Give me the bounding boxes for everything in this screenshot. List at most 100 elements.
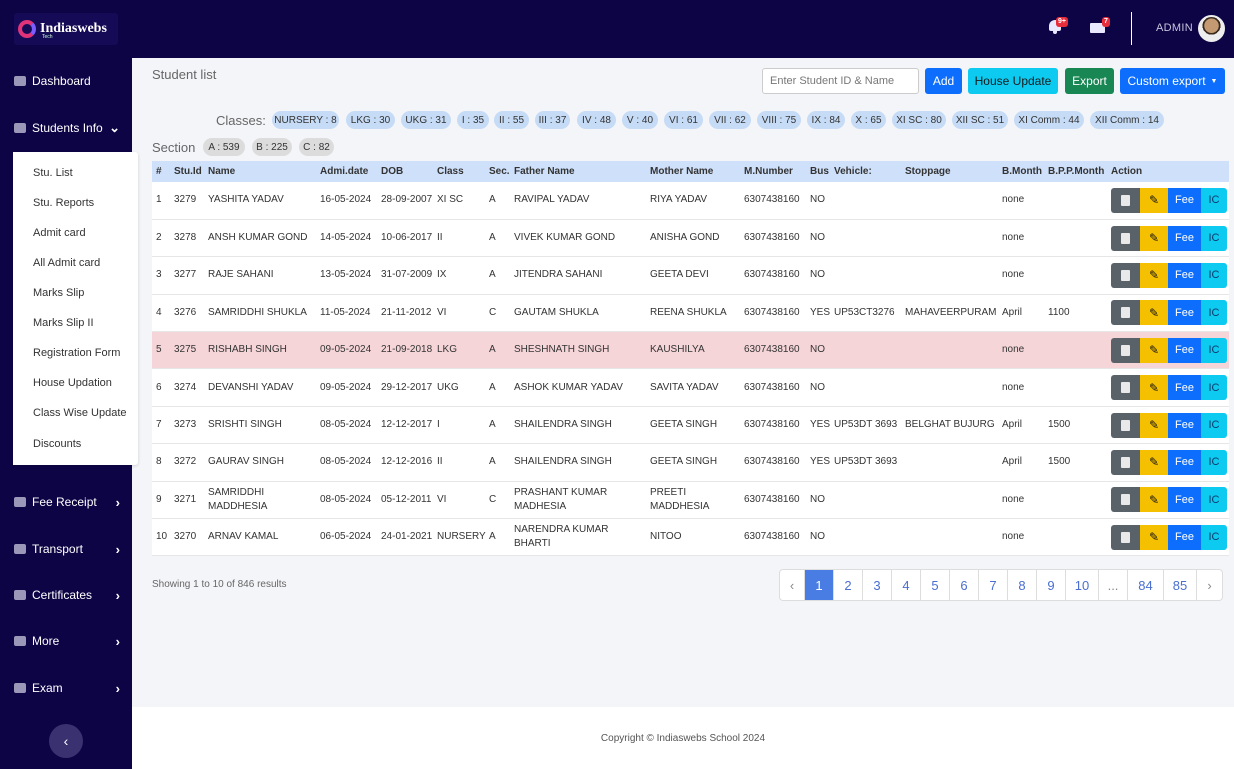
sidebar-item-more[interactable]: More › — [14, 631, 122, 651]
ic-button[interactable]: IC — [1201, 487, 1227, 513]
submenu-item-stu-reports[interactable]: Stu. Reports — [33, 197, 95, 209]
mail-icon[interactable]: 7 — [1090, 17, 1110, 34]
user-label[interactable]: ADMIN — [1156, 22, 1193, 34]
edit-button[interactable]: ✎ — [1140, 487, 1168, 513]
class-pill[interactable]: LKG : 30 — [346, 111, 395, 129]
class-pill[interactable]: II : 55 — [494, 111, 529, 129]
class-pill[interactable]: III : 37 — [535, 111, 570, 129]
view-button[interactable] — [1111, 225, 1140, 251]
export-button[interactable]: Export — [1065, 68, 1114, 94]
page-button[interactable]: 8 — [1007, 570, 1036, 600]
view-button[interactable] — [1111, 449, 1140, 475]
submenu-item-stu-list[interactable]: Stu. List — [33, 167, 73, 179]
view-button[interactable] — [1111, 187, 1140, 213]
class-pill[interactable]: XII SC : 51 — [952, 111, 1008, 129]
table-row[interactable]: 6 3274 DEVANSHI YADAV 09-05-2024 29-12-2017 U… — [152, 368, 1229, 407]
fee-button[interactable]: Fee — [1168, 375, 1201, 401]
search-input[interactable] — [762, 68, 919, 94]
page-button[interactable]: 10 — [1065, 570, 1098, 600]
table-row[interactable]: 2 3278 ANSH KUMAR GOND 14-05-2024 10-06-2017… — [152, 219, 1229, 257]
class-pill[interactable]: NURSERY : 8 — [272, 111, 339, 129]
sidebar-collapse-button[interactable]: ‹ — [49, 724, 83, 758]
custom-export-button[interactable]: Custom export ▼ — [1120, 68, 1225, 94]
page-button[interactable]: 9 — [1036, 570, 1065, 600]
fee-button[interactable]: Fee — [1168, 337, 1201, 363]
submenu-item-marks-slip[interactable]: Marks Slip — [33, 287, 85, 299]
brand-logo[interactable]: Indiaswebs Tech — [14, 13, 118, 45]
page-button[interactable]: 1 — [804, 570, 833, 600]
table-row[interactable]: 9 3271 SAMRIDDHI MADDHESIA 08-05-2024 05-12-… — [152, 481, 1229, 519]
class-pill[interactable]: XII Comm : 14 — [1090, 111, 1164, 129]
page-button[interactable]: 6 — [949, 570, 978, 600]
class-pill[interactable]: VII : 62 — [709, 111, 751, 129]
table-row[interactable]: 4 3276 SAMRIDDHI SHUKLA 11-05-2024 21-11-201… — [152, 294, 1229, 332]
class-pill[interactable]: XI Comm : 44 — [1014, 111, 1084, 129]
class-pill[interactable]: IV : 48 — [577, 111, 616, 129]
fee-button[interactable]: Fee — [1168, 187, 1201, 213]
notification-bell-icon[interactable]: 9+ — [1047, 17, 1068, 34]
house-update-button[interactable]: House Update — [968, 68, 1058, 94]
view-button[interactable] — [1111, 487, 1140, 513]
sidebar-item-transport[interactable]: Transport › — [14, 539, 122, 559]
ic-button[interactable]: IC — [1201, 337, 1227, 363]
page-button[interactable]: 3 — [862, 570, 891, 600]
ic-button[interactable]: IC — [1201, 225, 1227, 251]
submenu-item-house-updation[interactable]: House Updation — [33, 377, 112, 389]
view-button[interactable] — [1111, 262, 1140, 288]
edit-button[interactable]: ✎ — [1140, 375, 1168, 401]
submenu-item-class-wise-update[interactable]: Class Wise Update — [33, 407, 127, 419]
fee-button[interactable]: Fee — [1168, 487, 1201, 513]
section-pill[interactable]: B : 225 — [252, 138, 292, 156]
submenu-item-marks-slip-ii[interactable]: Marks Slip II — [33, 317, 94, 329]
class-pill[interactable]: I : 35 — [457, 111, 489, 129]
edit-button[interactable]: ✎ — [1140, 225, 1168, 251]
class-pill[interactable]: XI SC : 80 — [892, 111, 946, 129]
view-button[interactable] — [1111, 337, 1140, 363]
class-pill[interactable]: IX : 84 — [807, 111, 845, 129]
sidebar-item-certificates[interactable]: Certificates › — [14, 585, 122, 605]
sidebar-item-exam[interactable]: Exam › — [14, 678, 122, 698]
page-button[interactable]: 7 — [978, 570, 1007, 600]
section-pill[interactable]: A : 539 — [203, 138, 245, 156]
table-row[interactable]: 5 3275 RISHABH SINGH 09-05-2024 21-09-2018 LK… — [152, 331, 1229, 369]
table-row[interactable]: 7 3273 SRISHTI SINGH 08-05-2024 12-12-2017 I A… — [152, 406, 1229, 444]
view-button[interactable] — [1111, 300, 1140, 326]
ic-button[interactable]: IC — [1201, 449, 1227, 475]
section-pill[interactable]: C : 82 — [299, 138, 334, 156]
class-pill[interactable]: X : 65 — [851, 111, 886, 129]
avatar[interactable] — [1198, 15, 1225, 42]
add-button[interactable]: Add — [925, 68, 962, 94]
submenu-item-discounts[interactable]: Discounts — [33, 438, 82, 450]
sidebar-item-students-info[interactable]: Students Info ⌄ — [14, 118, 122, 138]
page-button[interactable]: 5 — [920, 570, 949, 600]
ic-button[interactable]: IC — [1201, 300, 1227, 326]
view-button[interactable] — [1111, 412, 1140, 438]
edit-button[interactable]: ✎ — [1140, 300, 1168, 326]
next-page-button[interactable]: › — [1196, 570, 1222, 600]
table-row[interactable]: 10 3270 ARNAV KAMAL 06-05-2024 24-01-2021 NUR… — [152, 518, 1229, 556]
submenu-item-admit-card[interactable]: Admit card — [33, 227, 86, 239]
edit-button[interactable]: ✎ — [1140, 187, 1168, 213]
submenu-item-all-admit-card[interactable]: All Admit card — [33, 257, 101, 269]
edit-button[interactable]: ✎ — [1140, 412, 1168, 438]
table-row[interactable]: 8 3272 GAURAV SINGH 08-05-2024 12-12-2016 II A… — [152, 443, 1229, 482]
fee-button[interactable]: Fee — [1168, 225, 1201, 251]
edit-button[interactable]: ✎ — [1140, 262, 1168, 288]
class-pill[interactable]: UKG : 31 — [401, 111, 451, 129]
view-button[interactable] — [1111, 375, 1140, 401]
ic-button[interactable]: IC — [1201, 412, 1227, 438]
view-button[interactable] — [1111, 524, 1140, 550]
fee-button[interactable]: Fee — [1168, 300, 1201, 326]
ic-button[interactable]: IC — [1201, 375, 1227, 401]
class-pill[interactable]: VI : 61 — [664, 111, 703, 129]
class-pill[interactable]: V : 40 — [622, 111, 658, 129]
page-button[interactable]: 2 — [833, 570, 862, 600]
sidebar-item-dashboard[interactable]: Dashboard — [14, 71, 122, 91]
edit-button[interactable]: ✎ — [1140, 337, 1168, 363]
class-pill[interactable]: VIII : 75 — [757, 111, 801, 129]
sidebar-item-fee-receipt[interactable]: Fee Receipt › — [14, 492, 122, 512]
fee-button[interactable]: Fee — [1168, 412, 1201, 438]
fee-button[interactable]: Fee — [1168, 524, 1201, 550]
fee-button[interactable]: Fee — [1168, 262, 1201, 288]
edit-button[interactable]: ✎ — [1140, 449, 1168, 475]
